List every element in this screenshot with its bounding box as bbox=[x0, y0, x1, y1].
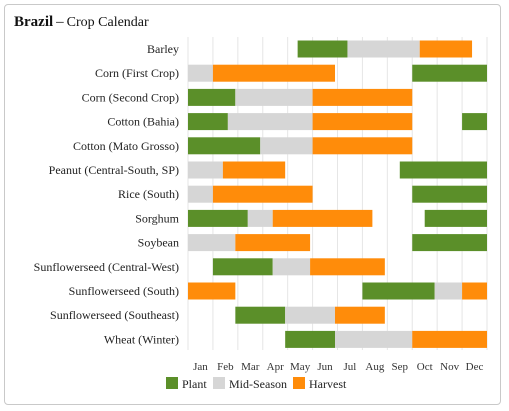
bar-mid bbox=[188, 161, 223, 179]
bar-plant bbox=[285, 330, 336, 348]
bar-mid bbox=[260, 137, 313, 155]
bar-mid bbox=[285, 306, 336, 324]
bar-harvest bbox=[462, 282, 487, 300]
chart-title: Brazil – Crop Calendar bbox=[14, 14, 149, 31]
legend-label-mid: Mid-Season bbox=[229, 377, 287, 391]
bar-plant bbox=[188, 113, 228, 131]
legend-swatch-plant bbox=[166, 377, 178, 389]
bar-harvest bbox=[235, 234, 311, 252]
month-label: Mar bbox=[241, 361, 260, 373]
bar-mid bbox=[188, 234, 236, 252]
month-label: Sep bbox=[392, 361, 409, 373]
bar-plant bbox=[235, 306, 286, 324]
chart-title-subtitle: Crop Calendar bbox=[66, 15, 149, 30]
bar-mid bbox=[272, 258, 311, 276]
crop-label: Peanut (Central-South, SP) bbox=[49, 163, 179, 177]
month-label: Jan bbox=[193, 361, 208, 373]
bar-plant bbox=[188, 88, 236, 106]
crop-label: Wheat (Winter) bbox=[104, 332, 179, 346]
bar-mid bbox=[188, 185, 213, 203]
month-label: May bbox=[290, 361, 311, 373]
bar-harvest bbox=[335, 306, 385, 324]
crop-label: Sorghum bbox=[135, 211, 179, 225]
month-label: Nov bbox=[440, 361, 459, 373]
crop-label: Sunflowerseed (Central-West) bbox=[34, 260, 179, 274]
bar-plant bbox=[362, 282, 435, 300]
crop-label: Sunflowerseed (South) bbox=[69, 284, 179, 298]
bar-harvest bbox=[188, 282, 236, 300]
bar-plant bbox=[212, 258, 273, 276]
month-label: Jul bbox=[344, 361, 357, 373]
month-label: Feb bbox=[217, 361, 234, 373]
crop-label: Cotton (Mato Grosso) bbox=[73, 139, 179, 153]
bar-plant bbox=[297, 40, 348, 58]
bar-harvest bbox=[222, 161, 286, 179]
chart-title-country: Brazil bbox=[14, 14, 54, 30]
bar-harvest bbox=[419, 40, 473, 58]
crop-label: Barley bbox=[147, 42, 179, 56]
bar-mid bbox=[235, 88, 313, 106]
crop-label: Corn (Second Crop) bbox=[82, 90, 179, 104]
crop-label: Corn (First Crop) bbox=[95, 66, 179, 80]
bar-plant bbox=[188, 137, 261, 155]
bar-mid bbox=[188, 64, 213, 82]
month-label: Jun bbox=[317, 361, 333, 373]
bar-plant bbox=[462, 113, 487, 131]
month-label: Oct bbox=[417, 361, 433, 373]
bar-mid bbox=[227, 113, 313, 131]
bar-plant bbox=[399, 161, 487, 179]
crop-label: Soybean bbox=[138, 236, 179, 250]
bar-mid bbox=[247, 209, 273, 227]
bar-plant bbox=[412, 234, 487, 252]
bar-mid bbox=[434, 282, 463, 300]
bar-plant bbox=[412, 185, 487, 203]
bar-mid bbox=[335, 330, 413, 348]
bar-plant bbox=[188, 209, 248, 227]
bar-harvest bbox=[272, 209, 373, 227]
month-label: Apr bbox=[267, 361, 284, 373]
bar-harvest bbox=[310, 258, 385, 276]
month-label: Dec bbox=[466, 361, 484, 373]
bar-plant bbox=[412, 64, 487, 82]
bar-harvest bbox=[212, 64, 336, 82]
legend-swatch-mid bbox=[213, 377, 225, 389]
bar-harvest bbox=[312, 137, 413, 155]
legend-label-harvest: Harvest bbox=[309, 377, 347, 391]
legend-label-plant: Plant bbox=[182, 377, 207, 391]
bar-harvest bbox=[312, 88, 413, 106]
bar-plant bbox=[424, 209, 487, 227]
month-label: Aug bbox=[365, 361, 384, 373]
legend-swatch-harvest bbox=[293, 377, 305, 389]
bar-harvest bbox=[312, 113, 413, 131]
bar-harvest bbox=[212, 185, 313, 203]
bar-mid bbox=[347, 40, 420, 58]
crop-label: Sunflowerseed (Southeast) bbox=[50, 308, 179, 322]
crop-label: Cotton (Bahia) bbox=[107, 115, 179, 129]
chart-title-separator: – bbox=[56, 14, 64, 30]
bar-harvest bbox=[412, 330, 487, 348]
crop-label: Rice (South) bbox=[118, 187, 179, 201]
